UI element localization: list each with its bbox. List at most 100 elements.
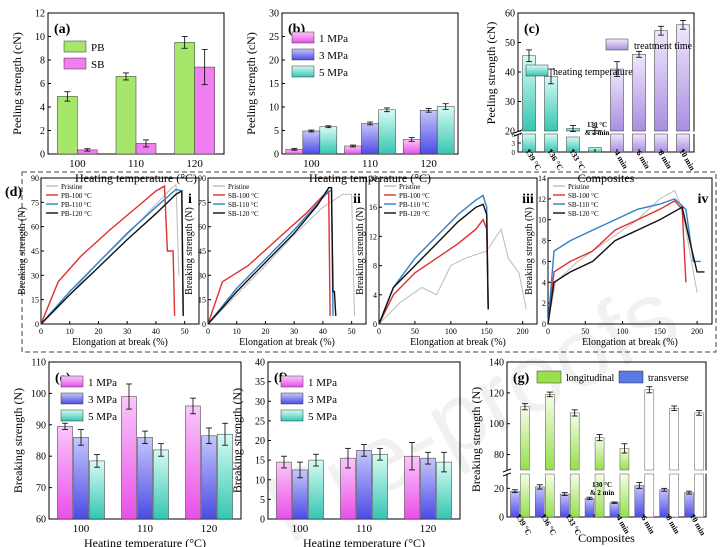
panel-g-xtick-label: 10 min — [688, 512, 708, 537]
panel-e-bar-3mpa — [73, 437, 89, 520]
panel-d-xtick-label: 50 — [411, 327, 419, 336]
panel-e-bar-1mpa — [57, 426, 73, 520]
panel-g-xlabel: Composites — [578, 531, 635, 545]
panel-f-legend-label: 5 MPa — [308, 411, 337, 423]
panel-a-bar-pb — [174, 42, 195, 155]
panel-d-xlabel: Elongation at break (%) — [410, 337, 506, 348]
panel-d-iv-curve-pristine — [547, 189, 698, 325]
panel-d-ylabel: Breaking strength (N) — [524, 207, 535, 295]
panel-e-xtick-label: 100 — [73, 523, 90, 535]
panel-b-legend-label: 5 MPa — [319, 67, 348, 79]
panel-g-annotation: 130 °C — [592, 481, 612, 489]
panel-d-xtick-label: 30 — [123, 327, 131, 336]
panel-d-iv-curve-sb100c — [547, 200, 687, 325]
panel-b-bar-5mpa — [436, 106, 455, 155]
panel-d-legend-label: PB-100 °C — [61, 192, 92, 200]
panel-d-legend-label: Pristine — [399, 183, 420, 191]
panel-f-ytick-label: 35 — [255, 377, 265, 388]
panel-e-xlabel: Heating temperature (°C) — [84, 536, 206, 547]
panel-c-ytick-label: 60 — [505, 9, 515, 20]
panel-b-bar-5mpa — [378, 109, 396, 155]
panel-d-ytick-label: 0 — [202, 320, 206, 329]
panel-d-xlabel: Elongation at break (%) — [582, 337, 678, 348]
panel-c-axis-break-mark — [513, 132, 523, 137]
panel-g-axis-break — [503, 470, 511, 474]
panel-f-xtick-label: 110 — [356, 523, 373, 535]
panel-c-annotation-2: & 2 min — [585, 129, 610, 137]
panel-d-xtick-label: 20 — [94, 327, 102, 336]
panel-d-legend-label: SB-120 °C — [568, 210, 599, 218]
panel-f-ytick-label: 5 — [260, 495, 265, 506]
panel-b-bar-3mpa — [302, 130, 321, 155]
panel-d-xtick-label: 150 — [481, 327, 493, 336]
panel-d-iii-frame — [378, 177, 538, 325]
panel-g-annotation-2: & 2 min — [590, 489, 615, 497]
panel-d-ytick-label: 45 — [198, 247, 206, 256]
panel-f-bar-5mpa — [308, 459, 324, 520]
panel-e-legend-swatch — [60, 375, 84, 388]
panel-d-legend-label: PB-120 °C — [61, 210, 92, 218]
panel-g-bar-longitudinal — [644, 389, 655, 471]
panel-f-xtick-label: 100 — [292, 523, 309, 535]
panel-f-ytick-label: 0 — [260, 515, 265, 526]
panel-a-legend-swatch — [63, 57, 87, 70]
panel-f-ytick-label: 40 — [255, 358, 265, 369]
panel-g-ytick-label: 120 — [489, 388, 504, 399]
panel-c-bar — [632, 54, 646, 132]
panel-d-xtick-label: 50 — [181, 327, 189, 336]
panel-f-ytick-label: 15 — [255, 456, 265, 467]
panel-e-bar-1mpa — [185, 405, 201, 520]
panel-d-xtick-label: 0 — [39, 327, 43, 336]
panel-d-ytick-label: 15 — [198, 296, 206, 305]
panel-c-axis-break — [514, 131, 522, 134]
panel-g-bar-transverse — [634, 485, 645, 518]
panel-a-legend-label: SB — [91, 59, 104, 71]
panel-f-ytick-label: 30 — [255, 397, 265, 408]
panel-g-axis-break — [702, 470, 710, 474]
panel-d-xtick-label: 0 — [546, 327, 550, 336]
panel-b-xtick-label: 100 — [303, 158, 320, 170]
panel-g-bar-longitudinal — [569, 473, 580, 518]
panel-b-ytick-label: 15 — [269, 79, 279, 90]
panel-g-ytick-label: 80 — [494, 450, 504, 461]
panel-g-bar-longitudinal — [520, 406, 530, 471]
panel-b-ytick-label: 5 — [274, 126, 279, 137]
panel-g-xtick-label: 139 °C — [514, 513, 533, 538]
panel-d-ytick-label: 4 — [373, 291, 377, 300]
panel-d-ytick-label: 0 — [542, 320, 546, 329]
panel-g-bar-transverse — [659, 489, 669, 518]
panel-d-ylabel: Breaking strength (N) — [17, 207, 28, 295]
panel-c-frame — [517, 12, 695, 153]
panel-g-bar-longitudinal — [644, 473, 655, 518]
panel-g-frame — [506, 361, 707, 518]
panel-d-ytick-label: 20 — [369, 174, 377, 183]
panel-e-bar-5mpa — [89, 460, 105, 520]
panel-d-ylabel: Breaking strength (N) — [355, 207, 366, 295]
panel-d-xtick-label: 150 — [654, 327, 666, 336]
panel-d-xtick-label: 200 — [691, 327, 703, 336]
panel-d-xtick-label: 0 — [377, 327, 381, 336]
panel-b-legend-swatch — [291, 65, 315, 78]
panel-b-bar-5mpa — [319, 126, 338, 155]
panel-f-xtick-label: 120 — [420, 523, 437, 535]
panel-f-bar-3mpa — [356, 450, 372, 520]
panel-g-bar-longitudinal — [569, 412, 580, 471]
panel-a-ytick-label: 8 — [40, 56, 45, 67]
panel-e-xtick-label: 110 — [137, 523, 154, 535]
panel-b-legend-label: 1 MPa — [319, 33, 348, 45]
panel-a-ytick-label: 10 — [35, 32, 45, 43]
panel-d-xlabel: Elongation at break (%) — [72, 337, 168, 348]
panel-g-ytick-label: 20 — [494, 484, 504, 495]
panel-b-ytick-label: 30 — [269, 9, 279, 20]
panel-d-ytick-label: 4 — [542, 278, 546, 287]
panel-d-xtick-label: 200 — [517, 327, 529, 336]
panel-d-ytick-label: 14 — [538, 174, 546, 183]
panel-c-ytick-label: 0 — [512, 149, 516, 157]
panel-d-xtick-label: 10 — [66, 327, 74, 336]
panel-e-ytick-label: 80 — [36, 452, 46, 463]
panel-g-bar-longitudinal — [619, 473, 630, 518]
panel-a-xtick-label: 120 — [186, 158, 203, 170]
panel-e-xtick-label: 120 — [201, 523, 218, 535]
panel-c-bar — [544, 76, 558, 132]
